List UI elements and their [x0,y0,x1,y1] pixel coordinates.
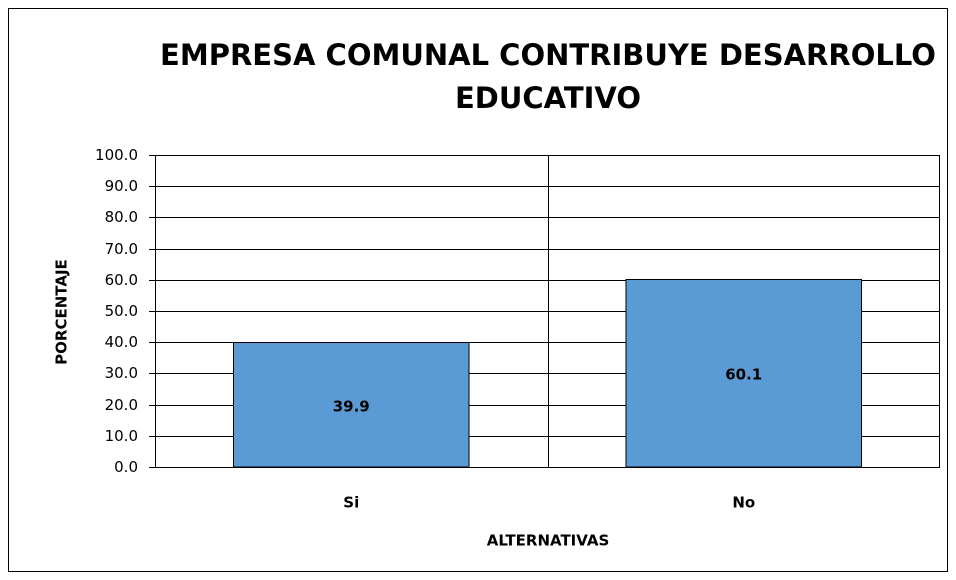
bar [233,342,470,468]
y-tick-label: 30.0 [105,364,138,382]
x-tick-label: Si [343,494,359,512]
y-tick-label: 100.0 [95,146,138,164]
y-tick-label: 60.0 [105,271,138,289]
y-tick-label: 40.0 [105,333,138,351]
chart-title: EMPRESA COMUNAL CONTRIBUYE DESARROLLO ED… [160,38,936,115]
y-tick-label: 0.0 [114,458,138,476]
y-tick-label: 90.0 [105,177,138,195]
y-axis-label: PORCENTAJE [53,259,71,365]
x-axis-label: ALTERNATIVAS [487,532,610,550]
bar [625,278,862,468]
y-tick-label: 80.0 [105,208,138,226]
y-tick-label: 50.0 [105,302,138,320]
chart-border [8,8,948,572]
y-tick-label: 10.0 [105,427,138,445]
y-tick-label: 20.0 [105,396,138,414]
x-tick-label: No [732,494,755,512]
data-label: 60.1 [725,366,762,384]
data-label: 39.9 [333,397,370,415]
y-tick-label: 70.0 [105,240,138,258]
